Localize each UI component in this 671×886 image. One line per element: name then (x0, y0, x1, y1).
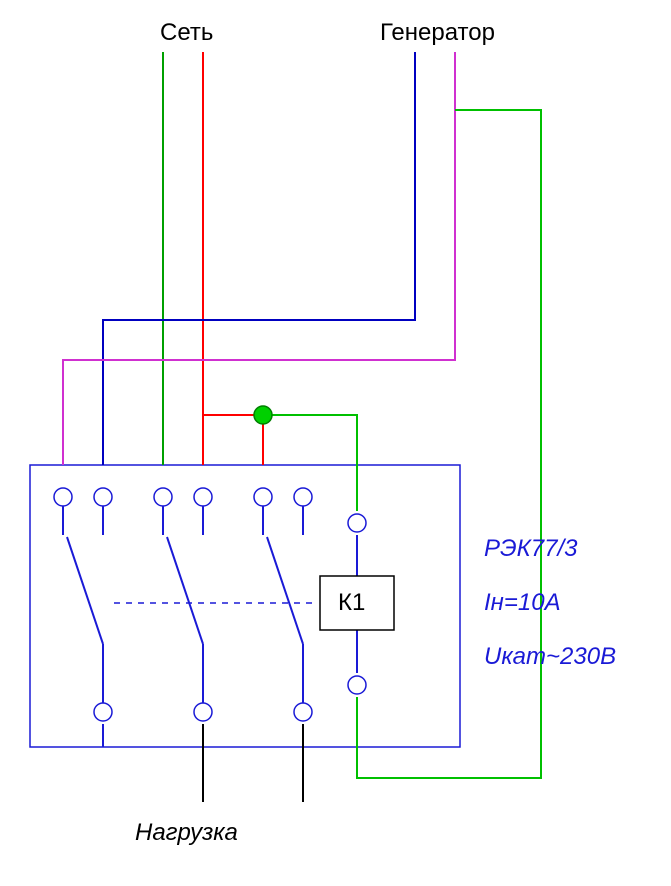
schematic-canvas: Сеть Генератор Нагрузка К1 РЭК77/3 Iн=10А Uкат… (0, 0, 671, 886)
terminal (348, 514, 366, 532)
label: Генератор (380, 19, 495, 46)
terminal (54, 488, 72, 506)
contact-arm (67, 537, 103, 644)
label: Iн=10А (484, 589, 561, 616)
terminal (294, 488, 312, 506)
relay-enclosure (30, 465, 460, 747)
label: Нагрузка (135, 819, 238, 846)
label: К1 (338, 589, 365, 616)
junction-node (254, 406, 272, 424)
wire (63, 52, 455, 465)
contact-arm (167, 537, 203, 644)
terminal (94, 488, 112, 506)
terminal (348, 676, 366, 694)
terminal (294, 703, 312, 721)
terminal (194, 488, 212, 506)
terminal (94, 703, 112, 721)
label: РЭК77/3 (484, 535, 578, 562)
label: Uкат~230В (484, 643, 616, 670)
label: Сеть (160, 19, 213, 46)
terminal (254, 488, 272, 506)
wire (357, 110, 541, 778)
terminal (154, 488, 172, 506)
wire (103, 52, 415, 465)
contact-arm (267, 537, 303, 644)
terminal (194, 703, 212, 721)
